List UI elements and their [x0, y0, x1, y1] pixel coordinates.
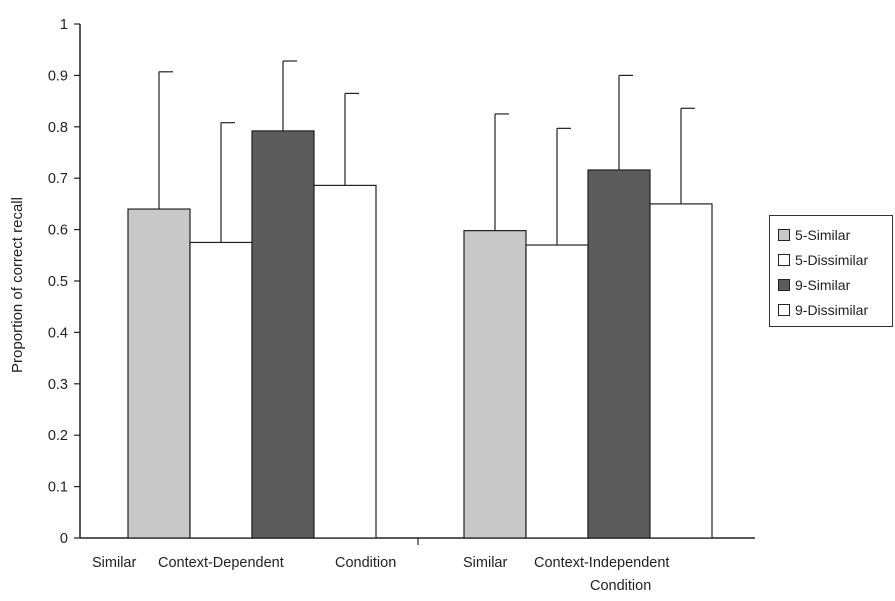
legend-swatch-9-similar — [778, 278, 790, 291]
legend-label-9-dissimilar: 9-Dissimilar — [795, 301, 869, 318]
bar-9-dissimilar-group-2 — [649, 203, 713, 539]
bar-9-similar-group-2 — [587, 169, 651, 539]
x-label-right-condition-word: Condition — [590, 578, 652, 594]
legend-item-5-dissimilar: 5-Dissimilar — [778, 247, 892, 272]
legend-swatch-5-dissimilar — [778, 253, 790, 266]
legend-swatch-5-similar — [778, 228, 790, 241]
legend-label-5-dissimilar: 5-Dissimilar — [795, 251, 869, 268]
legend-label-5-similar: 5-Similar — [795, 226, 851, 243]
bar-5-dissimilar-group-2 — [525, 244, 589, 539]
bar-9-dissimilar-group-1 — [313, 184, 377, 539]
y-tick-label-0: 0 — [60, 531, 68, 547]
y-tick-label-8: 0.8 — [48, 120, 68, 136]
legend-item-9-dissimilar: 9-Dissimilar — [778, 297, 892, 322]
y-tick-label-9: 0.9 — [48, 68, 68, 84]
y-tick-label-3: 0.3 — [48, 377, 68, 393]
y-tick-label-10: 1 — [60, 17, 68, 33]
bar-5-dissimilar-group-1 — [189, 241, 253, 539]
legend-item-5-similar: 5-Similar — [778, 222, 892, 247]
y-tick-label-4: 0.4 — [48, 325, 68, 341]
legend: 5-Similar 5-Dissimilar 9-Similar 9-Dissi… — [769, 215, 893, 327]
x-label-left-similar: Similar — [92, 555, 137, 571]
x-label-left-condition-word: Condition — [335, 555, 397, 571]
y-axis-label: Proportion of correct recall — [9, 197, 26, 373]
legend-swatch-9-dissimilar — [778, 303, 790, 316]
y-tick-label-2: 0.2 — [48, 428, 68, 444]
legend-label-9-similar: 9-Similar — [795, 276, 851, 293]
legend-item-9-similar: 9-Similar — [778, 272, 892, 297]
y-tick-label-1: 0.1 — [48, 480, 68, 496]
bar-9-similar-group-1 — [251, 130, 315, 539]
y-tick-label-5: 0.5 — [48, 274, 68, 290]
y-tick-label-7: 0.7 — [48, 171, 68, 187]
y-tick-label-6: 0.6 — [48, 223, 68, 239]
bar-5-similar-group-1 — [127, 208, 191, 539]
x-label-right-condition: Context-Independent — [534, 555, 670, 571]
x-label-left-condition: Context-Dependent — [158, 555, 284, 571]
bar-5-similar-group-2 — [463, 230, 527, 539]
x-label-right-similar: Similar — [463, 555, 508, 571]
